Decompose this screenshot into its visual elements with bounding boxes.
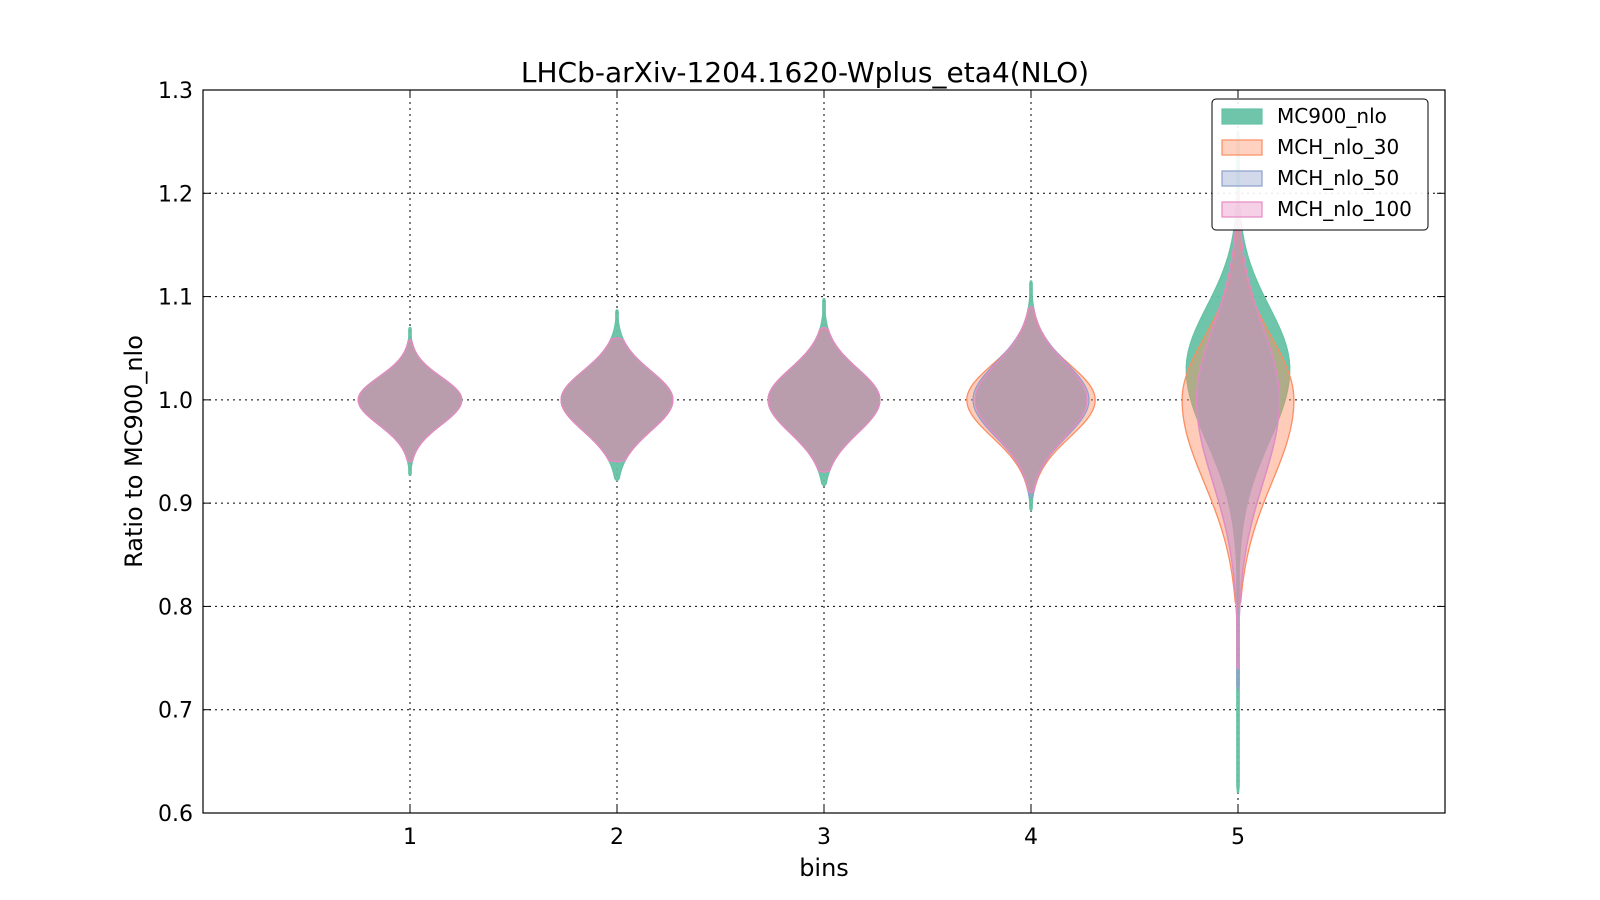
legend: MC900_nlo MCH_nlo_30 MCH_nlo_50 MCH_nlo_100 — [1211, 98, 1429, 231]
legend-label-MCH_nlo_30: MCH_nlo_30 — [1277, 135, 1399, 159]
violin-MCH_nlo_100-bin-1 — [357, 339, 463, 463]
legend-swatch-MCH_nlo_100 — [1221, 201, 1263, 218]
violin-series-MC900_nlo — [357, 130, 1291, 793]
y-tick-label: 1.2 — [158, 182, 193, 207]
violin-MCH_nlo_100-bin-4 — [974, 306, 1088, 494]
y-tick-label: 1.1 — [158, 286, 193, 311]
y-tick-label: 0.9 — [158, 492, 193, 517]
legend-swatch-MCH_nlo_50 — [1221, 170, 1263, 187]
violin-plot-area — [357, 130, 1295, 793]
y-tick-label: 0.7 — [158, 699, 193, 724]
x-tick-label: 5 — [1231, 825, 1245, 850]
violin-MCH_nlo_100-bin-2 — [560, 337, 674, 463]
x-tick-label: 3 — [817, 825, 831, 850]
chart-title: LHCb-arXiv-1204.1620-Wplus_eta4(NLO) — [521, 56, 1089, 89]
legend-label-MCH_nlo_50: MCH_nlo_50 — [1277, 166, 1399, 190]
violin-series-MCH_nlo_100 — [357, 192, 1281, 670]
x-axis-title: bins — [799, 854, 849, 882]
legend-swatch-MCH_nlo_30 — [1221, 139, 1263, 156]
x-tick-label: 1 — [403, 825, 417, 850]
y-tick-label: 0.6 — [158, 802, 193, 827]
legend-label-MC900_nlo: MC900_nlo — [1277, 104, 1387, 128]
y-tick-label: 1.0 — [158, 389, 193, 414]
violin-MCH_nlo_100-bin-3 — [767, 326, 881, 473]
x-tick-label: 4 — [1024, 825, 1038, 850]
legend-label-MCH_nlo_100: MCH_nlo_100 — [1277, 197, 1412, 221]
violin-series-MCH_nlo_30 — [357, 192, 1295, 608]
x-tick-label: 2 — [610, 825, 624, 850]
legend-swatch-MC900_nlo — [1221, 108, 1263, 125]
y-tick-label: 0.8 — [158, 595, 193, 620]
legend-box — [1211, 98, 1429, 231]
axis-ticks: 1 2 3 4 5 0.6 0.7 0.8 0.9 1.0 1.1 1.2 1.3 — [158, 79, 1445, 850]
y-axis-title: Ratio to MC900_nlo — [120, 335, 148, 568]
y-tick-label: 1.3 — [158, 79, 193, 104]
